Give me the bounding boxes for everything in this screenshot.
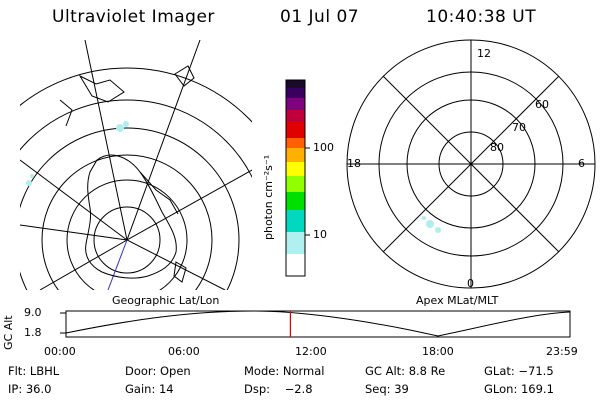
altitude-plot bbox=[60, 310, 571, 338]
mlat-label-70: 70 bbox=[512, 121, 526, 134]
mlt-label-bottom: 0 bbox=[467, 277, 474, 290]
altitude-ytick-low: 1.8 bbox=[24, 326, 42, 339]
altitude-xtick: 06:00 bbox=[168, 345, 200, 358]
aurora-emission-right bbox=[422, 216, 441, 233]
geographic-map bbox=[20, 40, 252, 290]
gain-readout: Gain: 14 bbox=[125, 382, 174, 396]
altitude-ytick-high: 9.0 bbox=[24, 306, 42, 319]
gc-alt-readout: GC Alt: 8.8 Re bbox=[365, 364, 446, 378]
colorbar-tick-100: 100 bbox=[313, 141, 334, 154]
altitude-ylabel: GC Alt bbox=[2, 315, 15, 350]
mlat-label-80: 80 bbox=[490, 141, 504, 154]
mode-readout: Mode: Normal bbox=[244, 364, 325, 378]
dsp-readout: Dsp: −2.8 bbox=[244, 382, 313, 396]
ip-readout: IP: 36.0 bbox=[8, 382, 52, 396]
altitude-xtick: 23:59 bbox=[546, 345, 578, 358]
seq-readout: Seq: 39 bbox=[365, 382, 409, 396]
apex-polar-plot bbox=[346, 39, 596, 289]
mlat-label-60: 60 bbox=[535, 98, 549, 111]
filter-readout: Flt: LBHL bbox=[8, 364, 60, 378]
colorbar-unit-label: photon cm⁻²s⁻¹ bbox=[262, 154, 275, 240]
right-map-caption: Apex MLat/MLT bbox=[416, 294, 499, 307]
altitude-xtick: 00:00 bbox=[44, 345, 76, 358]
glon-readout: GLon: 169.1 bbox=[484, 382, 554, 396]
colorbar-tick-10: 10 bbox=[313, 228, 327, 241]
mlt-label-left: 18 bbox=[347, 157, 361, 170]
mlt-label-top: 12 bbox=[477, 47, 491, 60]
left-map-caption: Geographic Lat/Lon bbox=[112, 294, 220, 307]
door-readout: Door: Open bbox=[125, 364, 191, 378]
aurora-emission-left bbox=[26, 121, 129, 186]
mlt-label-right: 6 bbox=[578, 157, 585, 170]
glat-readout: GLat: −71.5 bbox=[484, 364, 554, 378]
altitude-xtick: 12:00 bbox=[295, 345, 327, 358]
altitude-xtick: 18:00 bbox=[422, 345, 454, 358]
time-label: 10:40:38 UT bbox=[426, 7, 537, 27]
instrument-title: Ultraviolet Imager bbox=[52, 7, 215, 27]
date-label: 01 Jul 07 bbox=[280, 7, 360, 27]
colorbar bbox=[285, 79, 310, 277]
